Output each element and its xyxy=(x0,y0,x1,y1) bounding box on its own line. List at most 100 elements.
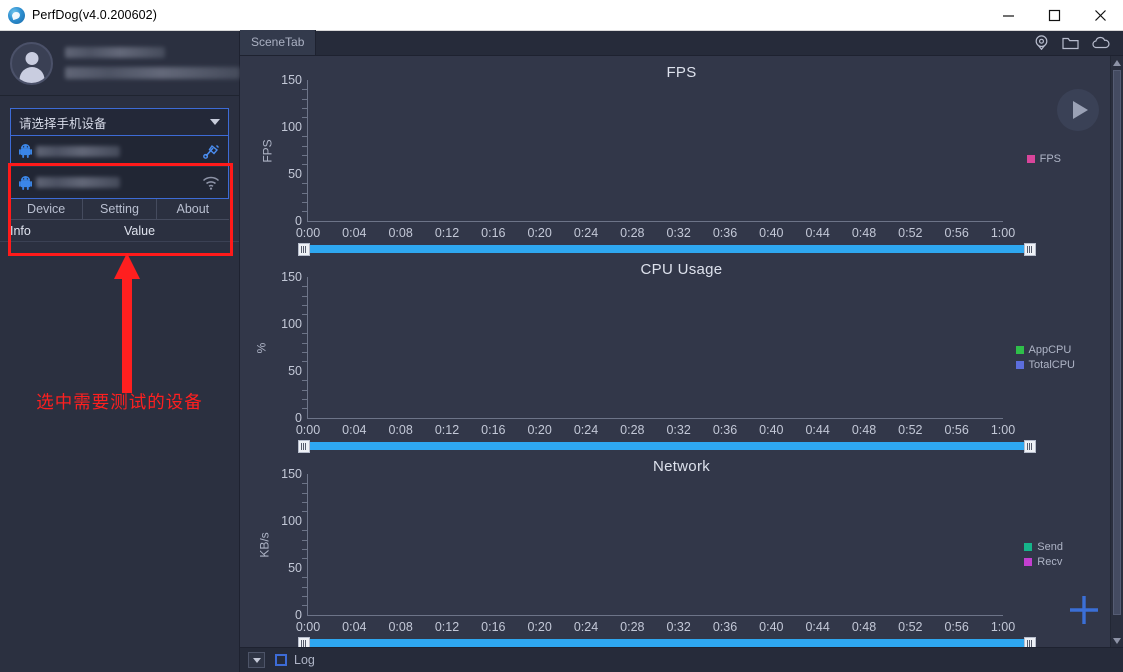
x-tick: 0:08 xyxy=(388,226,413,240)
y-tick: 150 xyxy=(281,270,302,284)
legend-label: TotalCPU xyxy=(1028,359,1075,371)
legend-swatch xyxy=(1024,558,1033,566)
tab-scenetab[interactable]: SceneTab xyxy=(240,30,317,55)
y-tick: 0 xyxy=(295,411,302,425)
x-tick: 0:04 xyxy=(342,226,367,240)
x-tick: 0:08 xyxy=(388,423,413,437)
x-tick: 0:48 xyxy=(851,620,877,634)
y-tick: 100 xyxy=(281,317,302,331)
folder-icon[interactable] xyxy=(1062,36,1079,50)
x-tick: 0:52 xyxy=(898,226,923,240)
y-tick: 50 xyxy=(288,561,302,575)
profile-text xyxy=(65,47,240,79)
x-tick: 1:00 xyxy=(990,620,1016,634)
x-tick: 0:44 xyxy=(805,620,830,634)
x-tick: 0:28 xyxy=(620,423,645,437)
perfdog-logo-icon xyxy=(8,6,25,24)
minimize-button[interactable] xyxy=(985,0,1031,31)
scrollbar-thumb[interactable] xyxy=(1113,70,1121,615)
range-handle-left[interactable] xyxy=(298,242,310,256)
chart-range-scrollbar[interactable] xyxy=(298,242,1036,256)
workspace: SceneTab xyxy=(240,30,1123,672)
user-profile[interactable] xyxy=(0,31,240,96)
x-tick: 1:00 xyxy=(990,226,1016,240)
x-tick: 0:12 xyxy=(434,226,460,240)
device-selection-area: 请选择手机设备 xyxy=(0,96,239,199)
sidebar-tabs: Device Setting About xyxy=(10,199,229,220)
legend-label: AppCPU xyxy=(1028,344,1072,356)
maximize-button[interactable] xyxy=(1031,0,1077,31)
y-tick: 100 xyxy=(281,514,302,528)
y-tick: 100 xyxy=(281,120,302,134)
range-handle-left[interactable] xyxy=(298,636,310,647)
range-track[interactable] xyxy=(310,245,1024,253)
x-tick: 0:40 xyxy=(759,620,784,634)
x-tick: 0:04 xyxy=(342,620,367,634)
tab-about[interactable]: About xyxy=(176,202,210,216)
window-title: PerfDog(v4.0.200602) xyxy=(32,8,157,22)
scroll-down-icon[interactable] xyxy=(1111,634,1123,647)
range-handle-right[interactable] xyxy=(1024,636,1036,647)
x-axis-line xyxy=(307,221,1003,222)
tab-setting[interactable]: Setting xyxy=(83,199,157,219)
chart-range-scrollbar[interactable] xyxy=(298,439,1036,453)
play-icon[interactable] xyxy=(1057,89,1099,131)
annotation-arrow-icon xyxy=(114,253,140,393)
info-table-header: Info Value xyxy=(0,220,239,242)
android-icon xyxy=(19,144,32,158)
y-axis-line xyxy=(307,80,308,222)
chart-title: Network xyxy=(652,458,711,475)
log-checkbox[interactable] xyxy=(275,654,287,666)
x-tick: 0:32 xyxy=(666,423,691,437)
vertical-scrollbar[interactable] xyxy=(1110,56,1123,647)
close-button[interactable] xyxy=(1077,0,1123,31)
x-tick: 0:56 xyxy=(944,620,969,634)
range-handle-right[interactable] xyxy=(1024,439,1036,453)
scroll-up-icon[interactable] xyxy=(1111,56,1123,69)
x-tick: 0:00 xyxy=(295,423,321,437)
window-controls xyxy=(985,0,1123,31)
chart-legend: Send Recv xyxy=(1024,541,1063,571)
username-redacted xyxy=(65,47,165,58)
caret-down-icon[interactable] xyxy=(248,652,265,668)
column-header-value: Value xyxy=(124,223,156,238)
x-tick: 0:32 xyxy=(666,620,691,634)
y-axis-line xyxy=(307,277,308,419)
tab-device[interactable]: Device xyxy=(10,199,84,219)
y-tick: 0 xyxy=(295,608,302,622)
plus-icon[interactable] xyxy=(1067,593,1101,627)
device-select-dropdown[interactable]: 请选择手机设备 xyxy=(10,108,229,136)
x-tick: 0:16 xyxy=(481,423,506,437)
x-tick: 0:48 xyxy=(851,226,877,240)
chart-legend: FPS xyxy=(1026,153,1061,168)
range-handle-right[interactable] xyxy=(1024,242,1036,256)
x-tick: 0:12 xyxy=(434,423,460,437)
x-tick: 0:40 xyxy=(759,226,784,240)
x-tick: 0:04 xyxy=(342,423,367,437)
device-list-item[interactable] xyxy=(11,136,228,167)
x-tick: 0:56 xyxy=(944,423,969,437)
chart-cpu-usage: CPU Usage % 150 100 50 0 xyxy=(240,253,1123,453)
x-tick: 0:44 xyxy=(805,423,830,437)
location-icon[interactable] xyxy=(1034,35,1049,50)
legend-swatch xyxy=(1026,155,1035,163)
cloud-icon[interactable] xyxy=(1092,36,1110,49)
legend-swatch xyxy=(1015,346,1024,354)
range-track[interactable] xyxy=(310,442,1024,450)
range-track[interactable] xyxy=(310,639,1024,647)
plot-area: % 150 100 50 0 0:00 0:04 0:08 0:12 0 xyxy=(240,253,1123,453)
x-tick: 0:52 xyxy=(898,620,923,634)
x-axis-line xyxy=(307,615,1003,616)
x-tick: 0:36 xyxy=(712,423,738,437)
chart-fps: FPS FPS 150 100 50 0 xyxy=(240,56,1123,256)
workspace-toolbar xyxy=(1034,30,1123,55)
x-tick: 0:00 xyxy=(295,620,321,634)
charts-container: FPS FPS 150 100 50 0 xyxy=(240,56,1123,647)
chart-range-scrollbar[interactable] xyxy=(298,636,1036,647)
device-list xyxy=(10,136,229,199)
range-handle-left[interactable] xyxy=(298,439,310,453)
x-tick: 0:16 xyxy=(481,620,506,634)
device-select-placeholder: 请选择手机设备 xyxy=(19,116,107,131)
device-list-item[interactable] xyxy=(11,167,228,198)
column-header-info: Info xyxy=(10,223,31,238)
